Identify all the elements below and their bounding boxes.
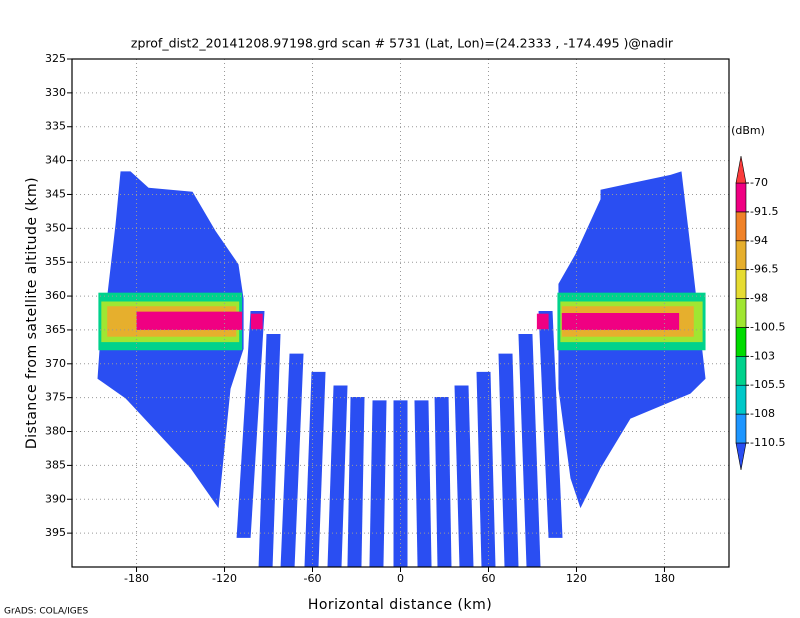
x-tick-label: 120 [566, 572, 587, 585]
y-tick-label: 360 [45, 289, 66, 302]
plot-frame [71, 58, 730, 568]
colorbar-box [735, 211, 747, 242]
scan-strip [476, 371, 496, 567]
x-axis-label: Horizontal distance (km) [308, 597, 492, 613]
scan-strip [454, 385, 474, 567]
colorbar-label: -94 [750, 234, 768, 247]
x-tick-label: -60 [304, 572, 322, 585]
y-tick-label: 330 [45, 86, 66, 99]
x-tick-label: 0 [397, 572, 404, 585]
colorbar-label: -108 [750, 407, 775, 420]
colorbar-unit: (dBm) [731, 124, 765, 137]
colorbar-label: -103 [750, 349, 775, 362]
scan-strip [347, 396, 365, 567]
colorbar-box [735, 182, 747, 213]
y-tick-label: 355 [45, 255, 66, 268]
colorbar-label: -98 [750, 292, 768, 305]
bright-band [536, 313, 549, 330]
scan-strip [258, 333, 281, 567]
y-tick-label: 325 [45, 52, 66, 65]
colorbar-box [735, 269, 747, 299]
colorbar-extend [735, 442, 747, 471]
bright-band [136, 311, 243, 330]
colorbar-box [735, 413, 747, 444]
scan-strip [518, 333, 541, 567]
scan-strip [434, 396, 452, 567]
x-tick-label: 180 [654, 572, 675, 585]
y-tick-label: 385 [45, 458, 66, 471]
colorbar-label: -96.5 [750, 263, 778, 276]
chart-title: zprof_dist2_20141208.97198.grd scan # 57… [131, 36, 674, 51]
scan-strip [414, 400, 432, 567]
colorbar-box [735, 298, 747, 328]
y-tick-label: 395 [45, 526, 66, 539]
bright-band [250, 313, 263, 330]
credit: GrADS: COLA/IGES [4, 607, 88, 617]
x-tick-label: -120 [212, 572, 237, 585]
x-tick-label: -180 [124, 572, 149, 585]
scan-strip [304, 371, 326, 567]
y-tick-label: 375 [45, 391, 66, 404]
colorbar-label: -110.5 [750, 436, 785, 449]
y-tick-label: 340 [45, 154, 66, 167]
colorbar-box [735, 356, 747, 386]
colorbar-label: -70 [750, 176, 768, 189]
colorbar-label: -105.5 [750, 378, 785, 391]
y-tick-label: 380 [45, 425, 66, 438]
y-tick-label: 350 [45, 221, 66, 234]
colorbar-extend [735, 155, 747, 184]
colorbar-label: -100.5 [750, 320, 785, 333]
scan-strip [369, 400, 387, 567]
bright-band [561, 313, 680, 330]
y-tick-label: 370 [45, 357, 66, 370]
y-tick-label: 345 [45, 187, 66, 200]
colorbar-box [735, 384, 747, 415]
y-tick-label: 390 [45, 492, 66, 505]
scan-strip [498, 353, 519, 567]
scan-strip [280, 353, 304, 567]
x-tick-label: 60 [481, 572, 495, 585]
y-tick-label: 335 [45, 120, 66, 133]
scan-strip [538, 310, 563, 538]
y-axis-label: Distance from satellite altitude (km) [24, 177, 40, 449]
colorbar-box [735, 240, 747, 270]
colorbar-label: -91.5 [750, 205, 778, 218]
scan-strip [327, 385, 348, 567]
colorbar-box [735, 327, 747, 357]
scan-strip [236, 310, 265, 538]
y-tick-label: 365 [45, 323, 66, 336]
